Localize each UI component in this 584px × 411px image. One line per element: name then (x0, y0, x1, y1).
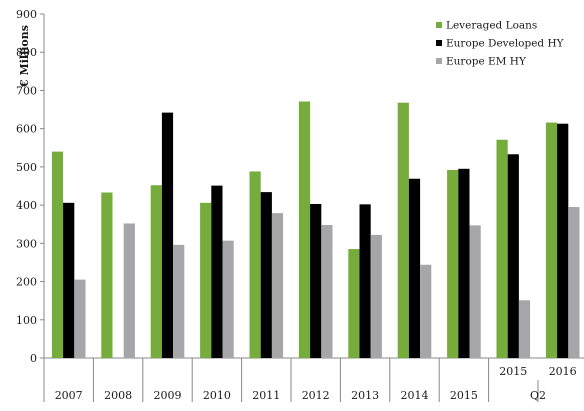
x-category-label: 2012 (302, 389, 330, 402)
bar (101, 192, 113, 358)
bar (222, 240, 234, 358)
x-category-label: 2015 (499, 365, 527, 378)
legend-swatch (436, 40, 442, 46)
bar (298, 101, 311, 358)
y-tick-label: 400 (16, 199, 37, 212)
axis-labels: 0 100 200 300 400 500 600 700 800 900 2007 2008 2009… (16, 8, 577, 402)
bar (74, 279, 86, 358)
bar (271, 213, 284, 358)
x-category-label: 2014 (401, 389, 429, 402)
x-category-label: 2007 (55, 389, 83, 402)
bar (348, 249, 360, 358)
x-category-label: 2008 (104, 389, 132, 402)
bar (150, 185, 162, 358)
bar (397, 102, 409, 358)
x-category-label: 2009 (154, 389, 182, 402)
bar (359, 204, 371, 358)
y-tick-label: 200 (16, 276, 37, 289)
y-tick-label: 100 (16, 314, 37, 327)
bar (545, 122, 558, 358)
bar (458, 168, 470, 358)
y-tick-label: 700 (16, 84, 37, 97)
y-axis-title: € Millions (18, 25, 31, 88)
y-tick-label: 800 (16, 46, 37, 59)
bar (200, 202, 212, 358)
bar (321, 224, 333, 358)
y-tick-label: 900 (16, 8, 37, 21)
bar (173, 244, 185, 358)
y-tick-label: 300 (16, 237, 37, 250)
bar (161, 112, 174, 358)
bar (507, 154, 519, 358)
y-tick-label: 500 (16, 161, 37, 174)
bar (496, 139, 508, 358)
x-category-label: 2015 (450, 389, 478, 402)
legend: Leveraged Loans Europe Developed HY Europe… (436, 20, 565, 68)
bar (51, 151, 64, 358)
bar (63, 202, 75, 358)
bar (568, 207, 580, 358)
bar (370, 234, 382, 358)
bar (469, 225, 481, 358)
y-tick-label: 600 (16, 123, 37, 136)
bar (447, 169, 459, 358)
bar (249, 171, 261, 358)
bars (51, 101, 580, 358)
x-category-label: 2013 (351, 389, 379, 402)
bar (557, 123, 569, 358)
x-group-label: Q2 (530, 389, 546, 402)
bar (310, 203, 322, 358)
x-category-label: 2010 (203, 389, 231, 402)
legend-swatch (436, 58, 442, 64)
legend-label: Europe Developed HY (446, 38, 565, 50)
bar (420, 264, 432, 358)
x-category-label: 2016 (549, 365, 577, 378)
bar (408, 178, 421, 358)
bar (211, 185, 223, 358)
legend-swatch (436, 22, 442, 28)
bar (518, 300, 531, 358)
x-category-label: 2011 (252, 389, 280, 402)
legend-label: Europe EM HY (446, 56, 527, 68)
legend-label: Leveraged Loans (446, 20, 537, 32)
y-tick-label: 0 (30, 352, 37, 365)
bar (260, 192, 272, 358)
bar (123, 223, 135, 358)
